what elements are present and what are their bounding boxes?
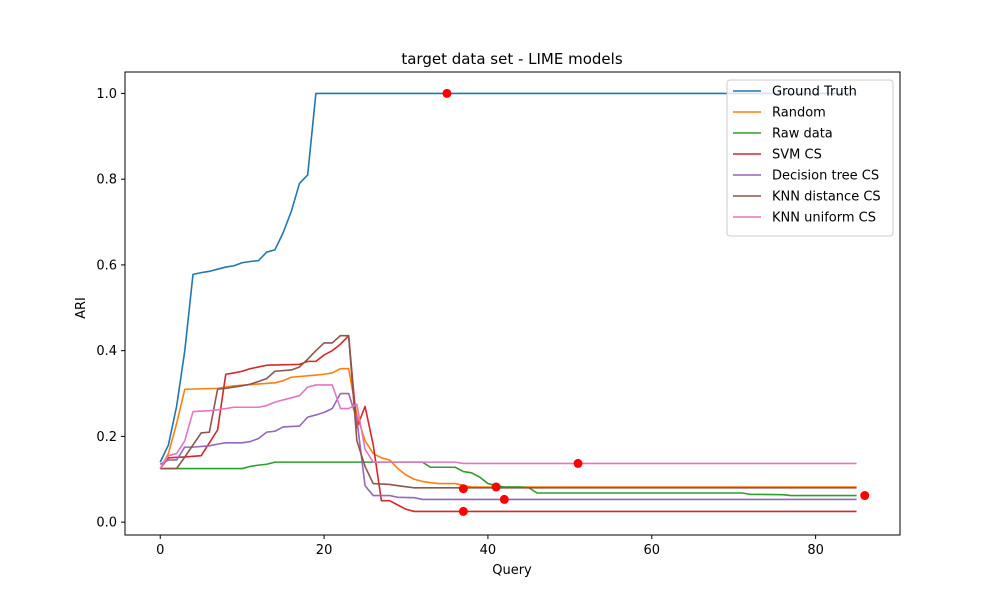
plot-area <box>159 88 870 516</box>
series-marker-4 <box>499 494 509 504</box>
series-marker-3 <box>458 506 468 516</box>
axis-ticks: 0 20 40 60 80 0.0 0.2 0.4 0.6 0.8 1.0 <box>96 87 824 558</box>
legend-label-2: Raw data <box>772 127 833 142</box>
x-tick-label: 20 <box>316 543 333 558</box>
y-tick-label: 0.6 <box>96 258 117 273</box>
series-line-4 <box>159 392 857 501</box>
x-tick-label: 60 <box>643 543 660 558</box>
x-tick-label: 0 <box>156 543 164 558</box>
x-tick-label: 80 <box>807 543 824 558</box>
series-marker-5 <box>458 484 468 494</box>
legend-label-6: KNN uniform CS <box>772 211 876 226</box>
y-tick-label: 1.0 <box>96 87 117 102</box>
legend-box <box>726 79 894 237</box>
series-line-1 <box>159 367 857 488</box>
series-line-3 <box>159 334 857 513</box>
legend-label-1: Random <box>772 106 826 121</box>
axes-frame <box>124 71 901 536</box>
series-line-0 <box>159 92 857 463</box>
chart-title: target data set - LIME models <box>401 50 622 68</box>
x-tick-label: 40 <box>480 543 497 558</box>
x-axis-label: Query <box>492 563 532 578</box>
legend-label-3: SVM CS <box>772 148 822 163</box>
series-marker-0 <box>442 88 452 98</box>
legend: Ground Truth Random Raw data SVM CS Decision… <box>726 79 894 237</box>
series-marker-6 <box>573 458 583 468</box>
y-axis-label: ARI <box>74 297 89 319</box>
y-tick-label: 0.0 <box>96 516 117 531</box>
series-marker-1 <box>491 482 501 492</box>
y-tick-label: 0.8 <box>96 173 117 188</box>
y-tick-label: 0.4 <box>96 344 117 359</box>
series-marker-2 <box>860 491 870 501</box>
series-line-2 <box>160 461 857 497</box>
series-line-6 <box>159 384 857 469</box>
legend-label-0: Ground Truth <box>772 85 857 100</box>
legend-label-5: KNN distance CS <box>772 190 881 205</box>
legend-label-4: Decision tree CS <box>772 169 879 184</box>
y-tick-label: 0.2 <box>96 430 117 445</box>
